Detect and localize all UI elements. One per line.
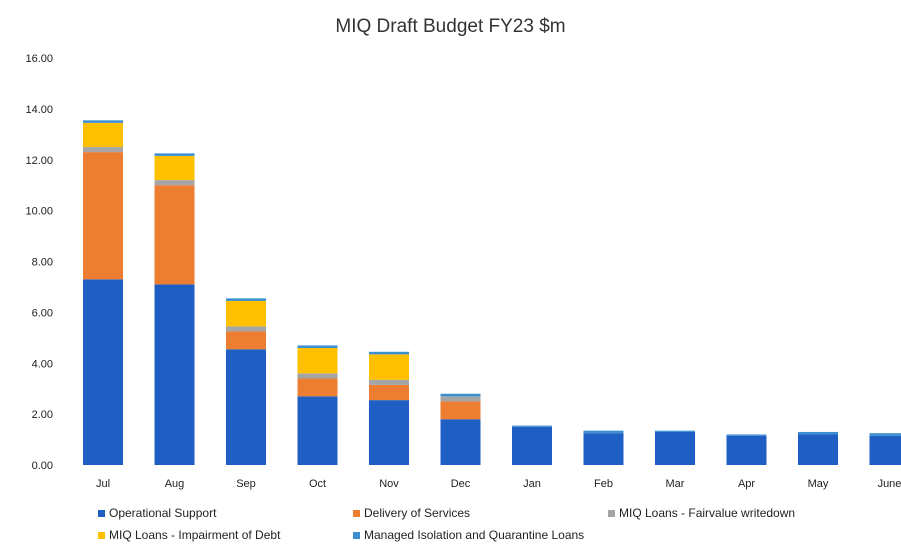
bar-segment xyxy=(726,435,767,465)
bar-segment xyxy=(369,400,409,465)
legend-item: Delivery of Services xyxy=(353,506,470,520)
bar-segment xyxy=(83,120,123,123)
bar-segment xyxy=(297,396,338,465)
x-tick-label: Sep xyxy=(236,478,256,490)
bar-segment xyxy=(226,300,266,327)
legend-label: Delivery of Services xyxy=(364,506,471,520)
bar-segment xyxy=(440,419,481,465)
bar-segment xyxy=(83,152,123,280)
bars xyxy=(83,120,901,465)
bar-segment xyxy=(226,326,266,332)
bar-segment xyxy=(83,147,123,153)
bar-segment xyxy=(583,430,624,434)
x-tick-label: Oct xyxy=(309,478,326,490)
x-tick-label: Nov xyxy=(379,478,399,490)
x-tick-label: Apr xyxy=(738,478,755,490)
bar-segment xyxy=(83,279,123,465)
bar-segment xyxy=(869,435,901,465)
legend-swatch xyxy=(353,509,360,517)
bar-segment xyxy=(297,347,338,374)
bar-segment xyxy=(440,396,481,402)
bar-segment xyxy=(297,345,338,348)
y-tick-label: 6.00 xyxy=(32,307,53,319)
y-tick-label: 8.00 xyxy=(32,257,53,269)
legend-label: MIQ Loans - Impairment of Debt xyxy=(109,528,281,542)
chart-plot: 0.00 2.00 4.00 6.00 8.00 10.00 12.00 14.00 16.00… xyxy=(25,53,901,490)
bar-segment xyxy=(154,180,195,186)
bar-segment xyxy=(369,379,409,385)
x-tick-label: Feb xyxy=(594,478,613,490)
bar-segment xyxy=(297,373,338,379)
y-tick-label: 16.00 xyxy=(25,53,53,65)
x-tick-label: Jul xyxy=(96,478,110,490)
legend-label: Managed Isolation and Quarantine Loans xyxy=(364,528,585,542)
bar-segment xyxy=(798,434,838,465)
bar-segment xyxy=(226,331,266,350)
x-tick-label: Mar xyxy=(666,478,685,490)
legend-item: Managed Isolation and Quarantine Loans xyxy=(353,528,584,542)
bar-segment xyxy=(512,426,552,465)
y-tick-label: 10.00 xyxy=(25,206,53,218)
x-tick-label: Dec xyxy=(451,478,471,490)
x-tick-label: May xyxy=(808,478,829,490)
bar-segment xyxy=(83,122,123,148)
legend-item: Operational Support xyxy=(98,506,216,520)
legend-item: MIQ Loans - Fairvalue writedown xyxy=(608,506,795,520)
legend-item: MIQ Loans - Impairment of Debt xyxy=(98,528,280,542)
legend-swatch xyxy=(98,509,105,517)
bar-segment xyxy=(726,434,767,436)
bar-segment xyxy=(798,431,838,435)
legend-swatch xyxy=(98,531,105,539)
bar-segment xyxy=(154,185,195,285)
bar-segment xyxy=(512,425,552,427)
chart-title: MIQ Draft Budget FY23 $m xyxy=(335,16,566,37)
bar-segment xyxy=(440,401,481,420)
x-tick-label: June xyxy=(878,478,901,490)
y-tick-label: 2.00 xyxy=(32,409,53,421)
bar-segment xyxy=(226,349,266,465)
bar-segment xyxy=(226,298,266,301)
legend-swatch xyxy=(353,531,360,539)
x-tick-label: Aug xyxy=(165,478,185,490)
y-tick-label: 14.00 xyxy=(25,104,53,116)
legend-label: MIQ Loans - Fairvalue writedown xyxy=(619,506,796,520)
bar-segment xyxy=(154,153,195,156)
bar-segment xyxy=(297,378,338,397)
y-tick-label: 0.00 xyxy=(32,460,53,472)
bar-segment xyxy=(583,433,624,465)
x-axis: Jul Aug Sep Oct Nov Dec Jan Feb Mar Apr May June xyxy=(96,478,901,490)
bar-segment xyxy=(154,155,195,181)
bar-segment xyxy=(369,384,409,401)
bar-segment xyxy=(369,351,409,355)
y-tick-label: 12.00 xyxy=(25,155,53,167)
y-axis: 0.00 2.00 4.00 6.00 8.00 10.00 12.00 14.00 16.00 xyxy=(25,53,53,472)
legend-swatch xyxy=(608,509,615,517)
bar-segment xyxy=(655,431,695,465)
bar-segment xyxy=(154,284,195,465)
x-tick-label: Jan xyxy=(523,478,541,490)
bar-segment xyxy=(655,430,695,432)
y-tick-label: 4.00 xyxy=(32,358,53,370)
bar-segment xyxy=(440,393,481,397)
legend-label: Operational Support xyxy=(109,506,217,520)
bar-segment xyxy=(869,433,901,436)
bar-segment xyxy=(369,354,409,380)
